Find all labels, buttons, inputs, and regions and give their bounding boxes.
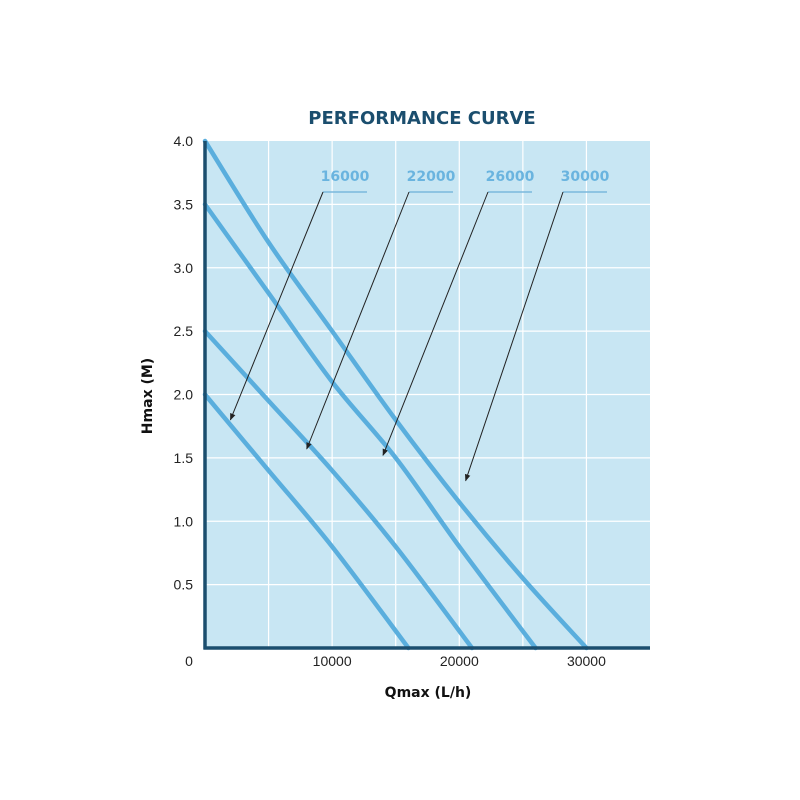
series-line-22000 [202, 328, 475, 651]
legend-label-22000: 22000 [407, 169, 456, 185]
y-tick-label: 1.5 [174, 450, 194, 466]
legend-label-16000: 16000 [321, 169, 370, 185]
legend-label-30000: 30000 [561, 169, 610, 185]
y-axis-label: Hmax (M) [140, 358, 156, 434]
origin-label: 0 [185, 653, 193, 669]
y-tick-label: 0.5 [174, 577, 194, 593]
legend-arrow-26000 [382, 191, 489, 456]
x-axis-label: Qmax (L/h) [385, 685, 472, 701]
x-tick-label: 30000 [567, 653, 606, 669]
x-tick-label: 20000 [440, 653, 479, 669]
y-tick-label: 4.0 [174, 133, 194, 149]
legend-arrow-30000 [465, 191, 564, 482]
axes [203, 141, 650, 650]
series-group [202, 138, 589, 651]
y-tick-label: 3.5 [174, 196, 194, 212]
legend-arrow-16000 [229, 191, 324, 421]
y-tick-label: 2.5 [174, 323, 194, 339]
legend-leaders: 16000 22000 26000 30000 [229, 169, 610, 482]
y-tick-label: 3.0 [174, 260, 194, 276]
chart-title: PERFORMANCE CURVE [308, 108, 535, 129]
series-line-26000 [202, 202, 538, 651]
tick-labels: 0.5 1.0 1.5 2.0 2.5 3.0 3.5 4.0 10000 20000 30000 [174, 133, 607, 669]
y-tick-label: 2.0 [174, 387, 194, 403]
y-tick-label: 1.0 [174, 513, 194, 529]
series-line-16000 [202, 392, 411, 651]
legend-arrow-22000 [306, 191, 410, 450]
legend-label-26000: 26000 [486, 169, 535, 185]
x-tick-label: 10000 [313, 653, 352, 669]
series-line-30000 [202, 138, 589, 651]
